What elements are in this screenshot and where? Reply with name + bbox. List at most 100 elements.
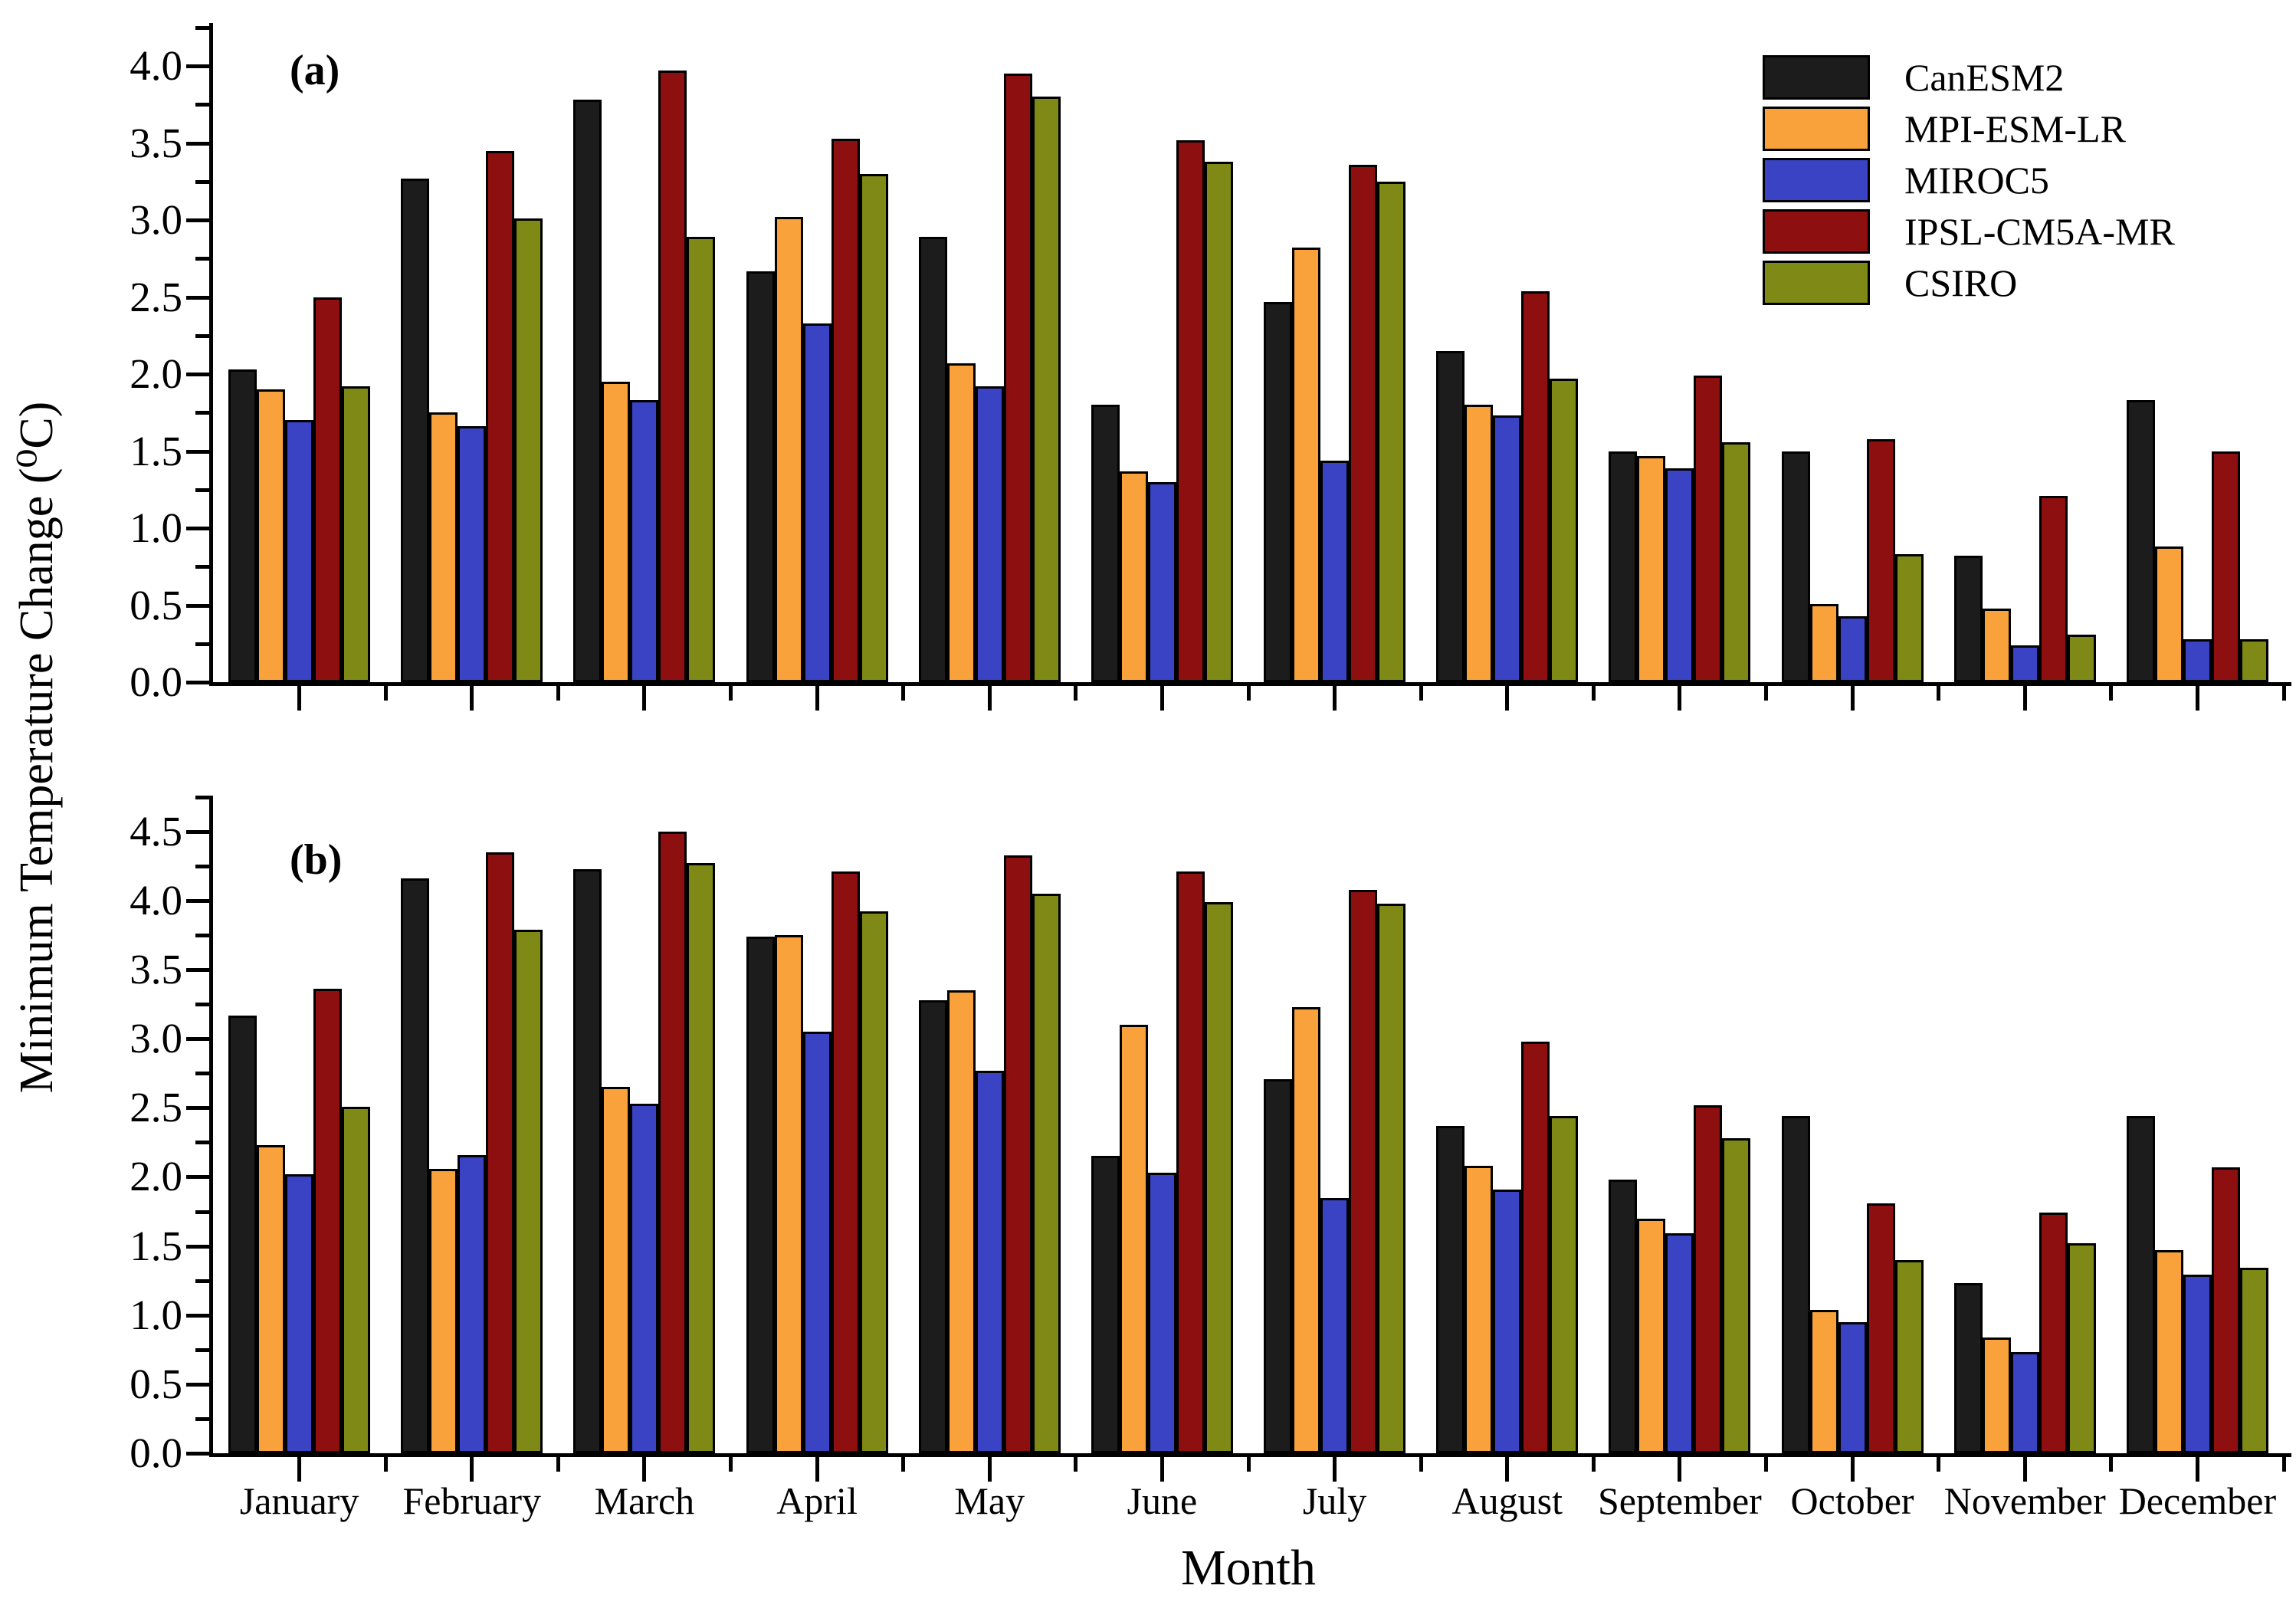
bar-csiro-february — [514, 929, 543, 1453]
bar-csiro-december — [2239, 638, 2268, 682]
x-minor-tick — [1764, 686, 1768, 701]
bar-miroc5-november — [2010, 1352, 2039, 1453]
month-label: May — [954, 1479, 1025, 1522]
x-minor-tick — [556, 686, 560, 701]
panel-a-label: (a) — [290, 47, 340, 94]
bar-mpi-esm-lr-august — [1465, 405, 1494, 682]
x-major-tick — [2195, 686, 2199, 711]
bar-canesm2-february — [401, 878, 430, 1453]
bar-ipsl-cm5a-mr-august — [1521, 290, 1550, 682]
y-tick-label: 2.5 — [130, 273, 182, 320]
x-major-tick — [470, 686, 474, 711]
y-tick-label: 3.0 — [130, 1015, 182, 1062]
bar-miroc5-october — [1838, 1321, 1867, 1453]
bar-miroc5-august — [1493, 415, 1522, 682]
y-major-tick — [186, 603, 209, 608]
y-major-tick — [186, 1175, 209, 1180]
x-major-tick — [987, 686, 992, 711]
month-label: August — [1451, 1479, 1563, 1522]
y-major-tick — [186, 449, 209, 454]
y-tick-label: 1.5 — [130, 1222, 182, 1269]
bar-canesm2-october — [1781, 1116, 1810, 1453]
y-tick-label: 2.0 — [130, 1153, 182, 1200]
x-major-tick — [1159, 686, 1164, 711]
bar-ipsl-cm5a-mr-july — [1349, 889, 1377, 1453]
bar-ipsl-cm5a-mr-april — [831, 871, 860, 1453]
y-tick-label: 0.0 — [130, 658, 182, 705]
x-minor-tick — [1074, 686, 1078, 701]
y-major-tick — [186, 218, 209, 223]
y-minor-tick — [195, 1072, 209, 1076]
bar-miroc5-march — [630, 1103, 659, 1453]
x-minor-tick — [1591, 1457, 1596, 1472]
x-major-tick — [1505, 1457, 1510, 1482]
bar-ipsl-cm5a-mr-january — [313, 989, 342, 1453]
legend-label: MPI-ESM-LR — [1904, 107, 2126, 150]
panel-b-label: (b) — [290, 836, 343, 884]
bar-miroc5-july — [1320, 1197, 1349, 1453]
x-minor-tick — [2109, 1457, 2114, 1472]
bar-canesm2-march — [573, 100, 602, 682]
y-minor-tick — [195, 26, 209, 31]
bar-mpi-esm-lr-february — [429, 1168, 458, 1453]
legend-item-mpi-esm-lr: MPI-ESM-LR — [1763, 107, 2175, 151]
bar-ipsl-cm5a-mr-december — [2211, 451, 2240, 682]
month-label: December — [2118, 1479, 2277, 1522]
x-minor-tick — [383, 686, 388, 701]
x-minor-tick — [1246, 1457, 1251, 1472]
y-major-tick — [186, 1452, 209, 1456]
bar-csiro-january — [342, 1106, 370, 1453]
bar-csiro-october — [1894, 554, 1924, 682]
y-minor-tick — [195, 1278, 209, 1283]
bar-csiro-august — [1550, 1116, 1579, 1453]
bar-miroc5-september — [1665, 1233, 1694, 1453]
bar-miroc5-february — [458, 1154, 487, 1453]
bar-miroc5-february — [458, 426, 487, 682]
x-minor-tick — [383, 1457, 388, 1472]
bar-csiro-june — [1204, 901, 1233, 1453]
bar-mpi-esm-lr-january — [257, 1145, 285, 1453]
bar-miroc5-july — [1320, 460, 1349, 682]
x-axis-line — [209, 682, 2291, 686]
y-minor-tick — [195, 179, 209, 184]
y-tick-label: 2.0 — [130, 350, 182, 398]
y-tick-label: 4.0 — [130, 42, 182, 90]
bar-ipsl-cm5a-mr-july — [1349, 164, 1377, 682]
bar-mpi-esm-lr-december — [2154, 546, 2183, 682]
bar-ipsl-cm5a-mr-october — [1866, 1203, 1895, 1453]
bar-miroc5-january — [285, 420, 313, 682]
legend-item-ipsl-cm5a-mr: IPSL-CM5A-MR — [1763, 209, 2175, 254]
x-major-tick — [2022, 1457, 2027, 1482]
bar-ipsl-cm5a-mr-october — [1866, 438, 1895, 682]
y-minor-tick — [195, 411, 209, 415]
bar-csiro-may — [1032, 97, 1061, 682]
x-major-tick — [642, 1457, 647, 1482]
legend-label: CanESM2 — [1904, 56, 2065, 99]
x-major-tick — [815, 1457, 819, 1482]
legend-swatch — [1763, 158, 1870, 202]
y-tick-label: 1.0 — [130, 1291, 182, 1338]
x-minor-tick — [1246, 686, 1251, 701]
bar-csiro-january — [342, 386, 370, 682]
bar-csiro-july — [1377, 903, 1405, 1453]
bar-canesm2-december — [2126, 1116, 2155, 1453]
bar-miroc5-november — [2010, 645, 2039, 682]
bar-canesm2-november — [1953, 1283, 1983, 1453]
bar-miroc5-june — [1147, 481, 1176, 682]
x-major-tick — [1159, 1457, 1164, 1482]
bar-canesm2-june — [1091, 405, 1120, 682]
bar-ipsl-cm5a-mr-march — [658, 831, 687, 1453]
y-tick-label: 4.0 — [130, 876, 182, 924]
y-minor-tick — [195, 1141, 209, 1145]
x-major-tick — [987, 1457, 992, 1482]
y-minor-tick — [195, 1347, 209, 1352]
bar-ipsl-cm5a-mr-november — [2039, 495, 2068, 682]
month-label: February — [402, 1479, 542, 1522]
x-minor-tick — [1764, 1457, 1768, 1472]
y-minor-tick — [195, 565, 209, 569]
legend-swatch — [1763, 209, 1870, 254]
x-minor-tick — [901, 686, 906, 701]
